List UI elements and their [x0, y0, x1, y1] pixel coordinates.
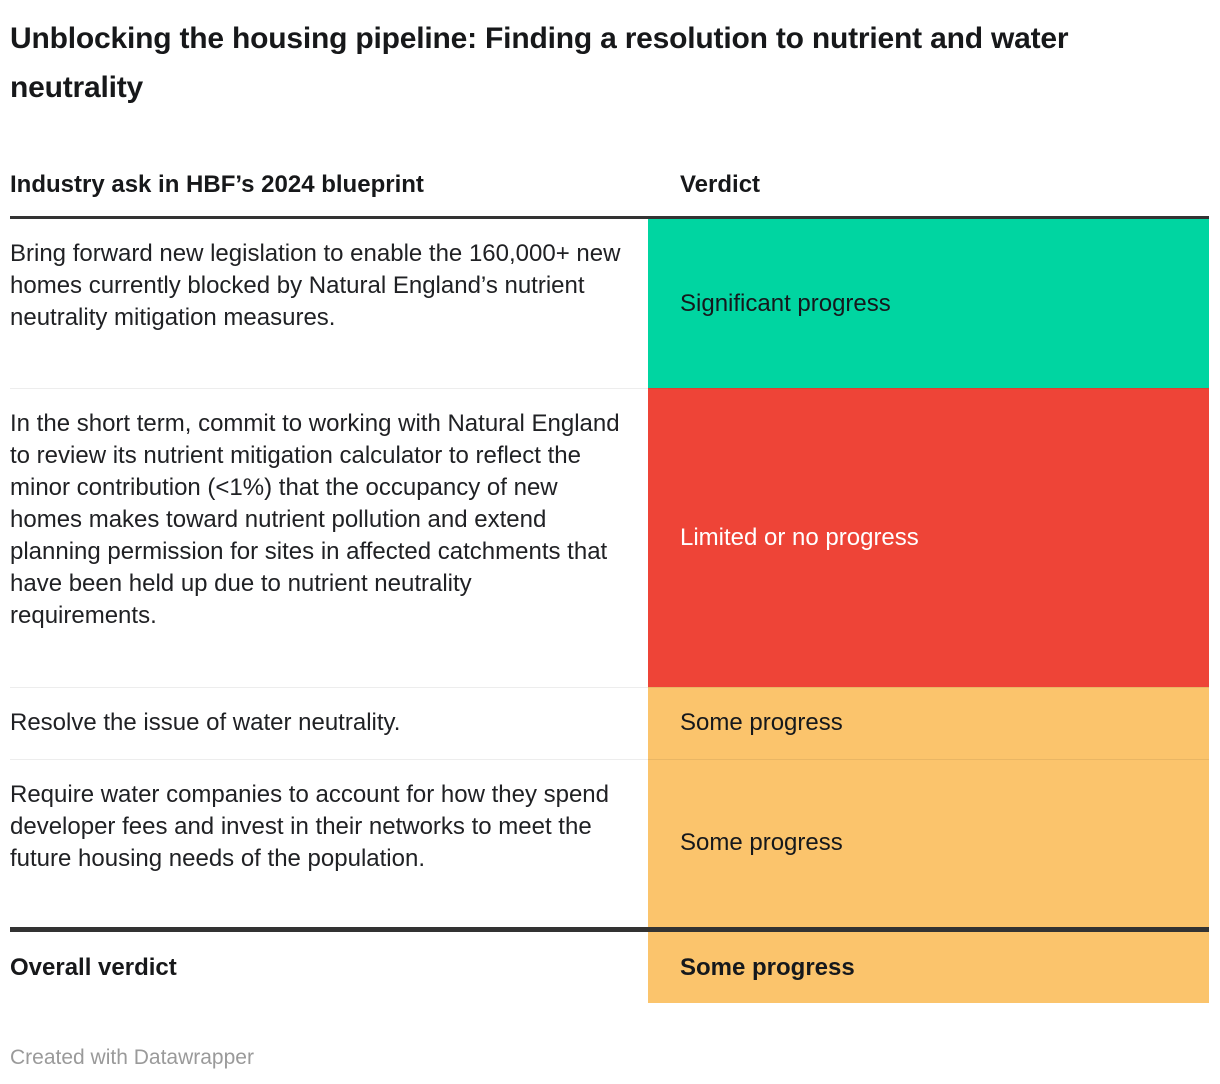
verdict-cell: Significant progress — [648, 219, 1209, 388]
column-header-verdict: Verdict — [680, 171, 761, 198]
overall-row: Overall verdict Some progress — [10, 927, 1209, 1003]
page: Unblocking the housing pipeline: Finding… — [0, 14, 1220, 1084]
overall-label-cell: Overall verdict — [10, 953, 177, 981]
table-body: Bring forward new legislation to enable … — [10, 219, 1209, 1003]
footer-credit: Created with Datawrapper — [10, 1046, 254, 1069]
table-row: Bring forward new legislation to enable … — [10, 219, 1209, 388]
table-row: In the short term, commit to working wit… — [10, 388, 1209, 687]
page-title: Unblocking the housing pipeline: Finding… — [10, 22, 1069, 104]
industry-ask-cell: Bring forward new legislation to enable … — [10, 240, 621, 331]
table-row: Require water companies to account for h… — [10, 759, 1209, 927]
industry-ask-cell: Resolve the issue of water neutrality. — [10, 687, 648, 759]
verdict-cell: Limited or no progress — [648, 388, 1209, 687]
industry-ask-cell: In the short term, commit to working wit… — [10, 388, 648, 687]
industry-ask-cell: Require water companies to account for h… — [10, 759, 648, 927]
overall-verdict-cell: Some progress — [648, 932, 1209, 1003]
verdict-cell: Some progress — [648, 687, 1209, 759]
table-row: Resolve the issue of water neutrality. S… — [10, 687, 1209, 759]
table-header-row: Industry ask in HBF’s 2024 blueprint Ver… — [10, 170, 1209, 219]
verdict-cell: Some progress — [648, 759, 1209, 927]
column-header-ask: Industry ask in HBF’s 2024 blueprint — [10, 171, 424, 198]
